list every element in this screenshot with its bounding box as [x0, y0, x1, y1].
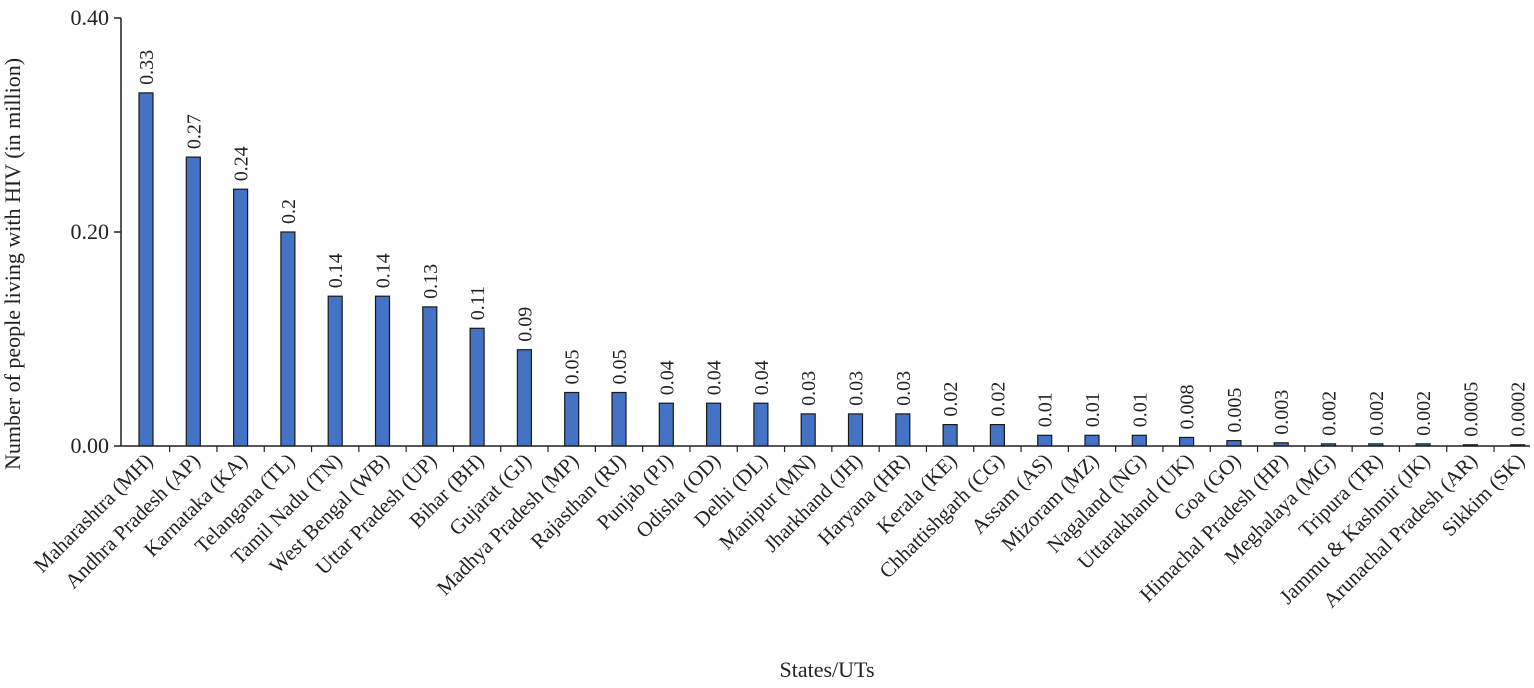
data-label: 0.2	[278, 199, 300, 224]
data-label: 0.14	[373, 253, 395, 288]
data-label: 0.09	[514, 307, 536, 342]
data-label: 0.02	[940, 382, 962, 417]
data-label: 0.01	[1082, 392, 1104, 427]
data-label: 0.27	[183, 114, 205, 149]
data-label: 0.14	[325, 253, 347, 288]
x-axis-title: States/UTs	[779, 657, 874, 682]
bar	[1037, 434, 1053, 447]
y-ticks-layer: 0.00 0.20 0.40	[71, 5, 121, 458]
x-ticks-layer	[169, 446, 1495, 452]
data-label: 0.002	[1366, 391, 1388, 436]
bar	[280, 231, 296, 447]
data-label: 0.0005	[1460, 382, 1482, 437]
y-tick-label: 0.20	[71, 219, 110, 244]
y-axis-title: Number of people living with HIV (in mil…	[0, 58, 25, 470]
data-labels-layer: 0.33 0.27 0.24 0.2 0.14 0.14 0.13 0.11 0.09 0.05 0…	[136, 50, 1530, 437]
bar	[516, 349, 533, 447]
bar	[469, 327, 485, 447]
data-label: 0.24	[231, 146, 253, 181]
bar	[800, 413, 816, 447]
data-label: 0.03	[893, 371, 915, 406]
bar	[564, 391, 580, 447]
data-label: 0.002	[1413, 391, 1435, 436]
data-label: 0.03	[846, 371, 868, 406]
bar	[847, 413, 864, 447]
data-label: 0.33	[136, 50, 158, 85]
bar	[1226, 440, 1242, 447]
category-labels-layer: Maharashtra (MH)Andhra Pradesh (AP)Karna…	[29, 449, 1529, 613]
data-label: 0.008	[1177, 384, 1199, 429]
y-tick-label: 0.40	[71, 5, 110, 30]
bar	[611, 391, 627, 447]
bar	[1131, 434, 1147, 447]
bar	[327, 295, 343, 447]
data-label: 0.0002	[1508, 382, 1530, 437]
data-label: 0.005	[1224, 388, 1246, 433]
data-label: 0.002	[1319, 391, 1341, 436]
data-label: 0.01	[1129, 392, 1151, 427]
bar	[1084, 434, 1100, 447]
data-label: 0.05	[562, 350, 584, 385]
data-label: 0.02	[987, 382, 1009, 417]
bar	[233, 188, 249, 447]
bar	[185, 156, 201, 447]
data-label: 0.05	[609, 350, 631, 385]
data-label: 0.003	[1271, 390, 1293, 435]
bar	[138, 92, 154, 447]
data-label: 0.04	[656, 360, 678, 395]
bar	[1178, 436, 1195, 447]
data-label: 0.11	[467, 286, 489, 320]
data-label: 0.13	[420, 264, 442, 299]
bar	[422, 306, 438, 447]
y-tick-label: 0.00	[71, 433, 110, 458]
data-label: 0.03	[798, 371, 820, 406]
bar	[753, 402, 769, 447]
bar	[374, 295, 391, 447]
bar	[895, 413, 911, 447]
bar	[705, 402, 722, 447]
bar	[658, 402, 674, 447]
bar	[989, 424, 1006, 447]
bar	[942, 424, 958, 447]
data-label: 0.01	[1035, 392, 1057, 427]
data-label: 0.04	[751, 360, 773, 395]
bars-layer	[138, 92, 1526, 447]
data-label: 0.04	[704, 360, 726, 395]
